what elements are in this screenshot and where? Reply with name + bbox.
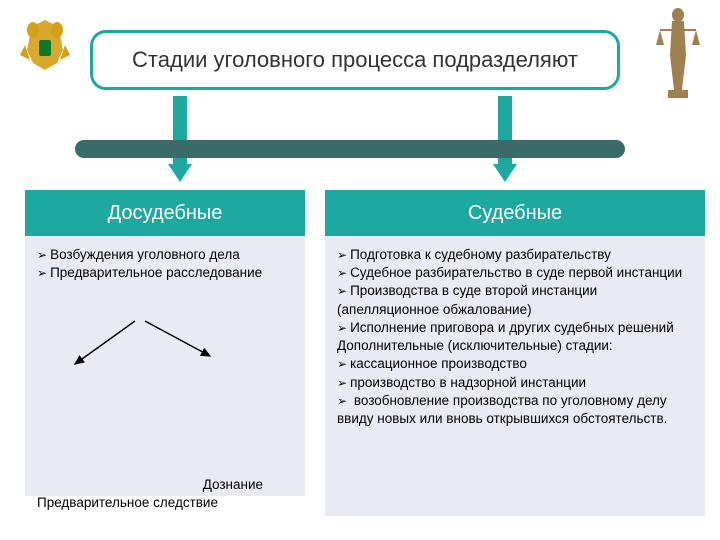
left-header: Досудебные — [25, 190, 305, 236]
page-title: Стадии уголовного процесса подразделяют — [132, 47, 578, 73]
left-item: Возбуждения уголовного дела — [37, 246, 293, 264]
left-body: Возбуждения уголовного дела Предваритель… — [25, 236, 305, 496]
left-item: Предварительное расследование — [37, 264, 293, 282]
sub-left-label: Предварительное следствие — [37, 494, 218, 512]
coat-of-arms-emblem — [15, 15, 75, 75]
right-item: Исполнение приговора и других судебных р… — [337, 319, 693, 337]
lady-justice-statue — [650, 5, 705, 100]
left-column: Досудебные Возбуждения уголовного дела П… — [25, 190, 305, 496]
right-extra-item: возобновление производства по уголовному… — [337, 392, 693, 428]
right-header: Судебные — [325, 190, 705, 236]
right-column: Судебные Подготовка к судебному разбират… — [325, 190, 705, 516]
right-item: Производства в суде второй инстанции (ап… — [337, 282, 693, 318]
right-extra-item: кассационное производство — [337, 355, 693, 373]
sub-right-label: Дознание — [203, 476, 263, 494]
horizontal-bar — [75, 140, 625, 158]
title-box: Стадии уголовного процесса подразделяют — [90, 30, 620, 90]
right-item: Судебное разбирательство в суде первой и… — [337, 264, 693, 282]
right-extra-item: производство в надзорной инстанции — [337, 374, 693, 392]
right-item: Подготовка к судебному разбирательству — [337, 246, 693, 264]
right-body: Подготовка к судебному разбирательству С… — [325, 236, 705, 516]
branch-arrows — [55, 316, 235, 376]
extra-heading: Дополнительные (исключительные) стадии: — [337, 337, 693, 355]
